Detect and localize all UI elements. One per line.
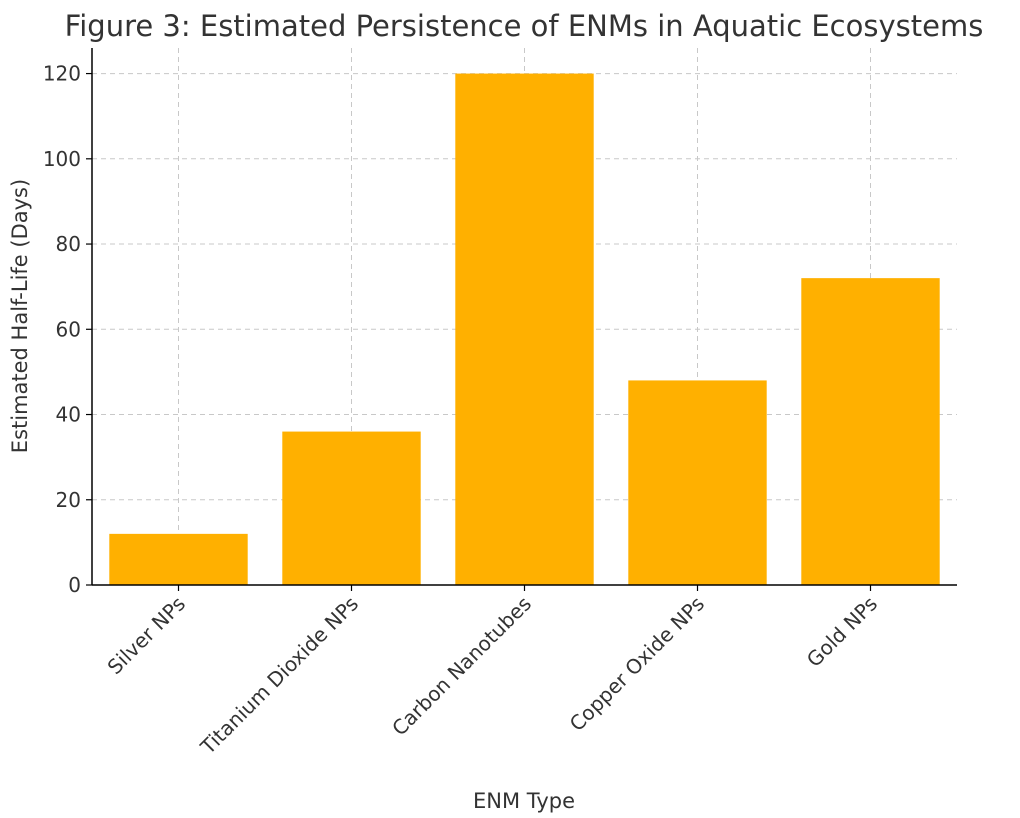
chart-title: Figure 3: Estimated Persistence of ENMs … bbox=[65, 9, 984, 43]
y-tick-label: 0 bbox=[68, 573, 81, 597]
x-tick-label: Carbon Nanotubes bbox=[387, 592, 536, 741]
bar bbox=[801, 278, 940, 585]
y-tick-label: 80 bbox=[56, 232, 81, 256]
x-tick-label: Gold NPs bbox=[802, 592, 882, 672]
bar bbox=[282, 431, 421, 585]
y-tick-label: 120 bbox=[43, 62, 81, 86]
x-axis-ticks: Silver NPs Titanium Dioxide NPs Carbon Nan… bbox=[103, 585, 882, 759]
y-tick-label: 20 bbox=[56, 488, 81, 512]
bar bbox=[109, 533, 248, 585]
bar bbox=[455, 73, 594, 586]
x-tick-label: Silver NPs bbox=[103, 592, 190, 679]
y-axis-ticks: 0 20 40 60 80 100 120 bbox=[43, 62, 92, 597]
x-axis-label: ENM Type bbox=[473, 789, 575, 813]
y-tick-label: 40 bbox=[56, 403, 81, 427]
bar bbox=[628, 380, 767, 585]
x-tick-label: Titanium Dioxide NPs bbox=[195, 592, 363, 760]
y-tick-label: 60 bbox=[56, 317, 81, 341]
bars bbox=[109, 73, 940, 586]
y-tick-label: 100 bbox=[43, 147, 81, 171]
x-tick-label: Copper Oxide NPs bbox=[565, 592, 709, 736]
y-axis-label: Estimated Half-Life (Days) bbox=[8, 179, 32, 453]
